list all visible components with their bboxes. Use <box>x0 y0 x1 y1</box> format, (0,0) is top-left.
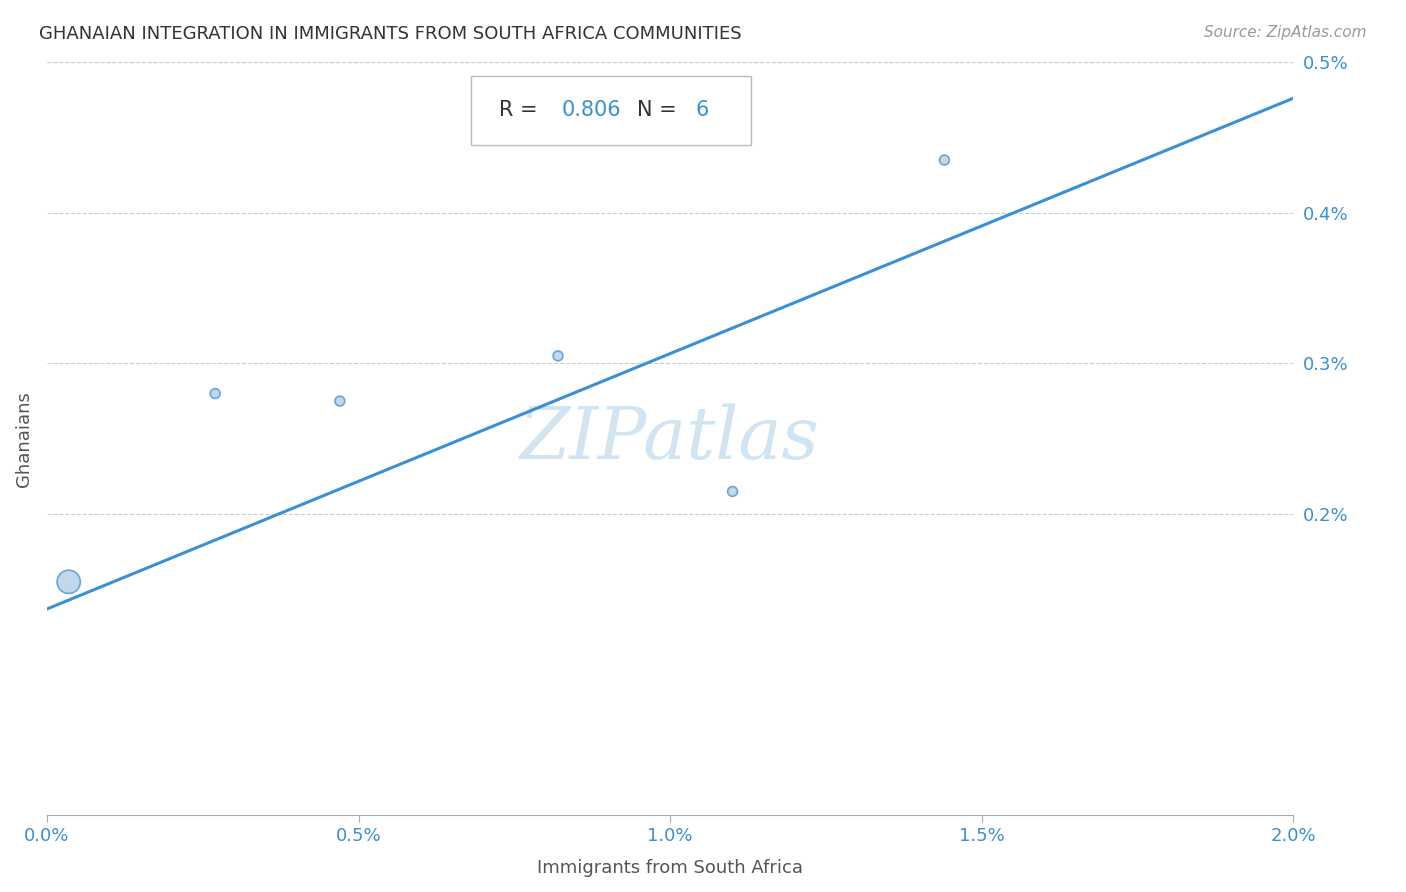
Text: Source: ZipAtlas.com: Source: ZipAtlas.com <box>1204 25 1367 40</box>
Point <box>58 574 80 589</box>
Y-axis label: Ghanaians: Ghanaians <box>15 391 32 487</box>
Text: N =: N = <box>637 100 683 120</box>
Point <box>721 484 744 499</box>
Text: GHANAIAN INTEGRATION IN IMMIGRANTS FROM SOUTH AFRICA COMMUNITIES: GHANAIAN INTEGRATION IN IMMIGRANTS FROM … <box>39 25 742 43</box>
Text: 0.806: 0.806 <box>562 100 621 120</box>
Text: ZIPatlas: ZIPatlas <box>520 403 820 474</box>
Text: 6: 6 <box>695 100 709 120</box>
Point <box>329 394 352 409</box>
X-axis label: Immigrants from South Africa: Immigrants from South Africa <box>537 859 803 877</box>
Point <box>204 386 226 401</box>
FancyBboxPatch shape <box>471 76 751 145</box>
Point <box>934 153 956 167</box>
Text: R =: R = <box>499 100 544 120</box>
Point <box>547 349 569 363</box>
